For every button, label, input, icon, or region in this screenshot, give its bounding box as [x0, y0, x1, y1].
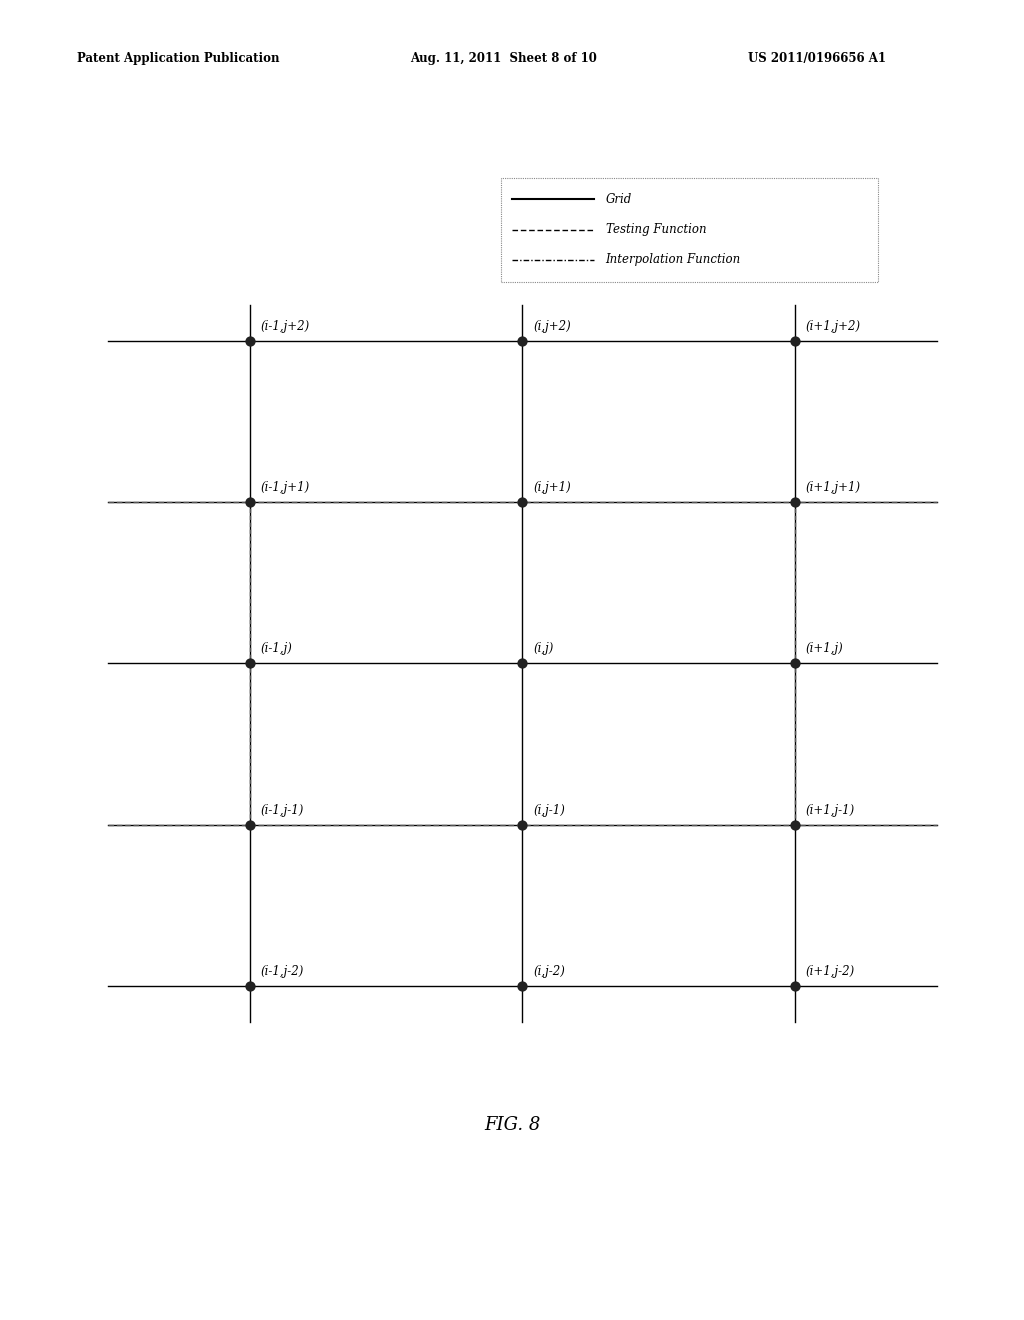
Point	[514, 814, 530, 836]
Point	[242, 975, 258, 997]
Text: Patent Application Publication: Patent Application Publication	[77, 51, 280, 65]
Text: (i-1,j-1): (i-1,j-1)	[260, 804, 304, 817]
Text: FIG. 8: FIG. 8	[483, 1115, 541, 1134]
Text: (i+1,j+2): (i+1,j+2)	[806, 319, 861, 333]
Text: Grid: Grid	[605, 193, 632, 206]
Point	[786, 491, 803, 512]
Text: (i,j-1): (i,j-1)	[534, 804, 565, 817]
Point	[786, 975, 803, 997]
Point	[242, 652, 258, 673]
Point	[514, 330, 530, 351]
Text: (i+1,j-2): (i+1,j-2)	[806, 965, 855, 978]
Point	[242, 491, 258, 512]
Text: Aug. 11, 2011  Sheet 8 of 10: Aug. 11, 2011 Sheet 8 of 10	[410, 51, 596, 65]
Point	[242, 814, 258, 836]
Point	[786, 814, 803, 836]
Text: (i-1,j+1): (i-1,j+1)	[260, 480, 310, 494]
Text: (i-1,j-2): (i-1,j-2)	[260, 965, 304, 978]
Text: (i,j-2): (i,j-2)	[534, 965, 565, 978]
Point	[514, 975, 530, 997]
Text: (i,j): (i,j)	[534, 643, 554, 655]
Text: (i-1,j+2): (i-1,j+2)	[260, 319, 310, 333]
Text: US 2011/0196656 A1: US 2011/0196656 A1	[748, 51, 886, 65]
Text: (i,j+1): (i,j+1)	[534, 480, 571, 494]
Text: Interpolation Function: Interpolation Function	[605, 253, 740, 267]
Text: (i-1,j): (i-1,j)	[260, 643, 293, 655]
Point	[242, 330, 258, 351]
Text: (i+1,j): (i+1,j)	[806, 643, 844, 655]
Text: (i+1,j+1): (i+1,j+1)	[806, 480, 861, 494]
Point	[514, 491, 530, 512]
Point	[786, 652, 803, 673]
Point	[786, 330, 803, 351]
Text: (i,j+2): (i,j+2)	[534, 319, 571, 333]
Text: (i+1,j-1): (i+1,j-1)	[806, 804, 855, 817]
Text: Testing Function: Testing Function	[605, 223, 707, 236]
Point	[514, 652, 530, 673]
